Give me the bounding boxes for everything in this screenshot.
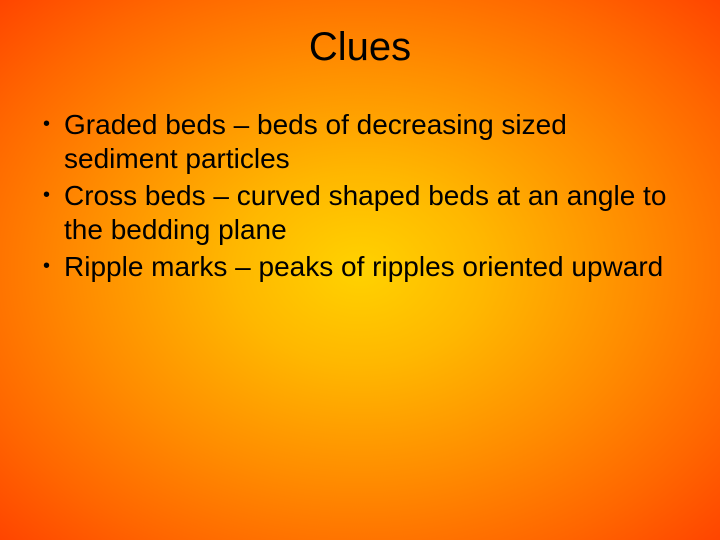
list-item: • Cross beds – curved shaped beds at an … [43, 179, 685, 246]
bullet-icon: • [43, 179, 50, 211]
bullet-text: Ripple marks – peaks of ripples oriented… [64, 250, 685, 284]
bullet-text: Graded beds – beds of decreasing sized s… [64, 108, 685, 175]
bullet-text: Cross beds – curved shaped beds at an an… [64, 179, 685, 246]
slide-title: Clues [35, 25, 685, 70]
bullet-icon: • [43, 250, 50, 282]
list-item: • Ripple marks – peaks of ripples orient… [43, 250, 685, 284]
slide-container: Clues • Graded beds – beds of decreasing… [0, 0, 720, 540]
bullet-list: • Graded beds – beds of decreasing sized… [35, 108, 685, 284]
bullet-icon: • [43, 108, 50, 140]
list-item: • Graded beds – beds of decreasing sized… [43, 108, 685, 175]
